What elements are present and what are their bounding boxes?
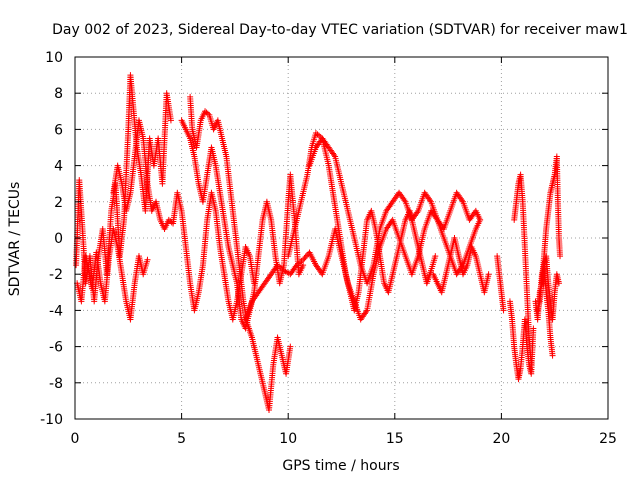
data-point bbox=[557, 253, 564, 260]
data-points bbox=[73, 72, 564, 413]
data-point bbox=[301, 255, 308, 262]
data-point bbox=[287, 343, 294, 350]
x-axis-label: GPS time / hours bbox=[282, 458, 399, 474]
axis-ticks: 0 5 10 15 20 25 -10 -8 -6 -4 -2 0 2 4 6 8 10 bbox=[40, 50, 617, 447]
data-point bbox=[549, 352, 556, 359]
y-tick-label: 10 bbox=[45, 50, 63, 66]
data-point bbox=[302, 253, 309, 260]
data-point bbox=[477, 216, 484, 223]
y-tick-label: -4 bbox=[49, 303, 63, 319]
y-tick-label: -6 bbox=[49, 340, 63, 356]
data-point bbox=[528, 361, 535, 368]
x-tick-label: 10 bbox=[279, 431, 297, 447]
gridlines bbox=[75, 57, 608, 419]
y-tick-label: 2 bbox=[54, 195, 63, 211]
data-point bbox=[500, 307, 507, 314]
y-tick-label: 0 bbox=[54, 231, 63, 247]
y-tick-label: -10 bbox=[40, 412, 63, 428]
y-tick-label: 8 bbox=[54, 86, 63, 102]
x-tick-label: 5 bbox=[177, 431, 186, 447]
data-point bbox=[485, 271, 492, 278]
y-tick-label: -8 bbox=[49, 376, 63, 392]
data-point bbox=[300, 256, 307, 263]
x-tick-label: 25 bbox=[599, 431, 617, 447]
data-point bbox=[167, 117, 174, 124]
x-tick-label: 20 bbox=[492, 431, 510, 447]
data-point bbox=[300, 262, 307, 269]
data-point bbox=[204, 110, 211, 117]
x-tick-label: 0 bbox=[71, 431, 80, 447]
y-tick-label: 4 bbox=[54, 159, 63, 175]
y-tick-label: 6 bbox=[54, 122, 63, 138]
data-point bbox=[432, 253, 439, 260]
data-point bbox=[555, 280, 562, 287]
y-tick-label: -2 bbox=[49, 267, 63, 283]
chart-title: Day 002 of 2023, Sidereal Day-to-day VTE… bbox=[52, 22, 628, 38]
y-axis-label: SDTVAR / TECUs bbox=[7, 182, 23, 297]
x-tick-label: 15 bbox=[386, 431, 404, 447]
data-point bbox=[303, 252, 310, 259]
data-point bbox=[144, 256, 151, 263]
